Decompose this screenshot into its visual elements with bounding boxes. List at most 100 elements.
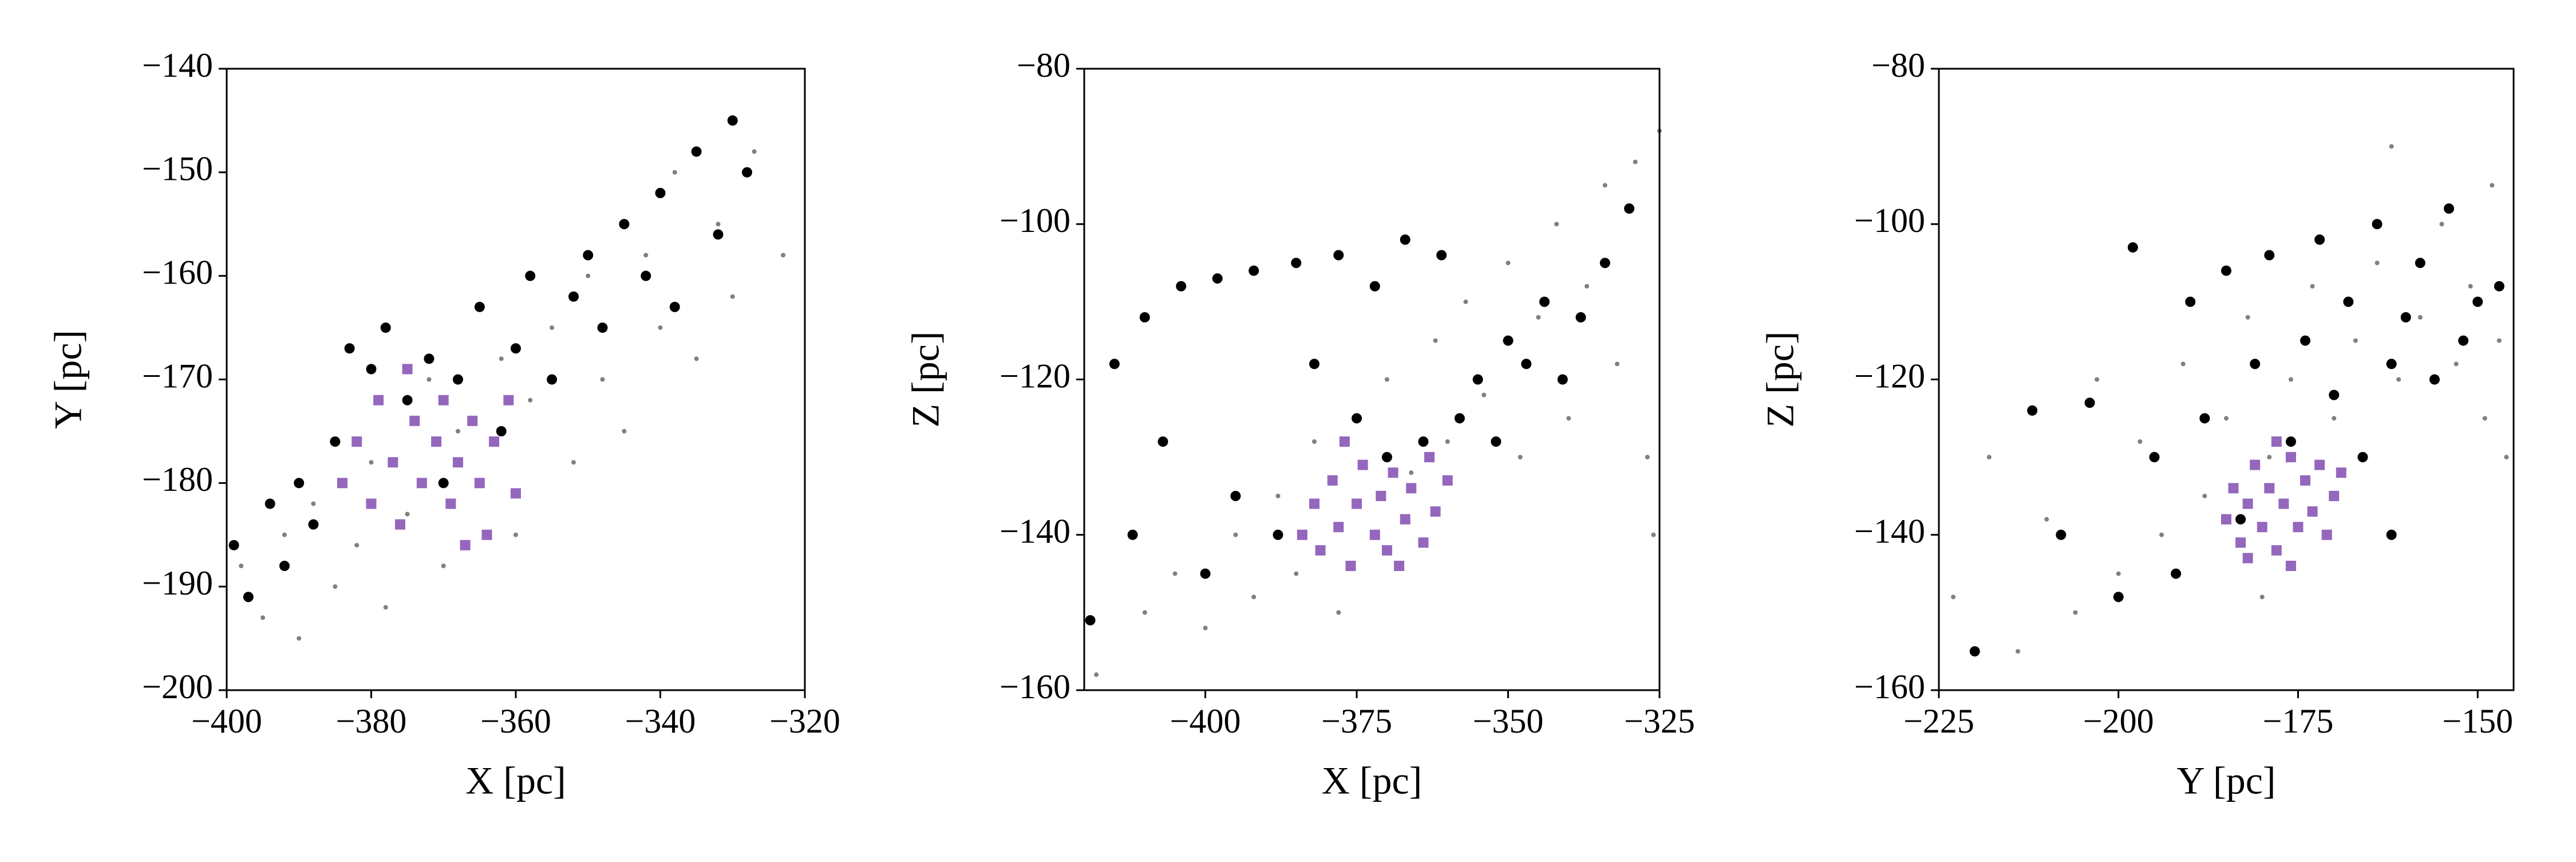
- point: [2400, 312, 2411, 322]
- point: [1536, 315, 1541, 320]
- point: [481, 529, 492, 540]
- point: [694, 356, 699, 361]
- point: [622, 428, 627, 434]
- point: [2267, 455, 2272, 460]
- point: [2332, 416, 2337, 421]
- point: [366, 364, 377, 375]
- x-tick-label: −150: [2442, 702, 2513, 740]
- point: [333, 584, 338, 589]
- y-axis-label: Z [pc]: [1759, 331, 1802, 427]
- x-tick-label: −320: [769, 702, 840, 740]
- point: [781, 253, 786, 258]
- point: [511, 488, 521, 499]
- point: [513, 532, 518, 537]
- point: [1139, 312, 1150, 322]
- point: [1624, 203, 1635, 214]
- point: [499, 356, 504, 361]
- point: [453, 457, 463, 468]
- point: [1157, 436, 1168, 447]
- point: [1445, 439, 1450, 444]
- point: [2235, 514, 2246, 525]
- x-axis-label: X [pc]: [465, 759, 566, 802]
- point: [2228, 483, 2239, 494]
- point: [1094, 672, 1099, 677]
- axes-frame: [1083, 68, 1661, 691]
- point: [1127, 529, 1138, 540]
- point: [672, 170, 677, 175]
- point: [1400, 514, 1411, 525]
- point: [571, 460, 576, 465]
- point: [2386, 529, 2397, 540]
- point: [1085, 615, 1096, 625]
- point: [453, 374, 463, 385]
- point: [2185, 296, 2196, 307]
- point: [2300, 475, 2311, 486]
- point: [2293, 522, 2304, 533]
- x-tick-label: −380: [336, 702, 407, 740]
- point: [1294, 571, 1299, 576]
- point: [727, 115, 738, 126]
- point: [2199, 413, 2210, 424]
- y-tick-label: −160: [999, 668, 1070, 706]
- point: [586, 273, 591, 278]
- point: [1352, 413, 1362, 424]
- point: [2127, 242, 2138, 253]
- point: [2044, 517, 2049, 522]
- point: [264, 498, 275, 509]
- point: [2242, 498, 2253, 509]
- x-tick-label: −400: [1170, 702, 1241, 740]
- point: [597, 322, 608, 333]
- point: [1418, 537, 1429, 548]
- point: [2336, 467, 2346, 478]
- point: [1376, 490, 1386, 501]
- point: [388, 457, 398, 468]
- point: [2329, 490, 2340, 501]
- x-tick-label: −340: [625, 702, 696, 740]
- point: [2278, 498, 2289, 509]
- point: [511, 343, 521, 354]
- point: [1614, 361, 1619, 367]
- point: [402, 364, 413, 375]
- point: [354, 542, 359, 548]
- point: [1463, 299, 1468, 304]
- point: [282, 532, 287, 537]
- point: [239, 564, 244, 568]
- y-tick-label: −100: [1854, 202, 1925, 239]
- point: [2468, 284, 2473, 289]
- point: [297, 636, 302, 641]
- point: [405, 511, 410, 517]
- y-tick-label: −120: [1854, 357, 1925, 395]
- point: [1172, 571, 1178, 576]
- x-tick-label: −360: [480, 702, 551, 740]
- point: [1339, 436, 1350, 447]
- y-tick-label: −160: [142, 253, 213, 291]
- point: [1585, 284, 1590, 289]
- point: [2116, 571, 2121, 576]
- point: [2271, 436, 2282, 447]
- point: [1599, 258, 1610, 269]
- point: [2016, 649, 2021, 654]
- point: [2472, 296, 2483, 307]
- point: [641, 270, 651, 281]
- point: [474, 301, 485, 312]
- point: [1969, 646, 1980, 657]
- point: [2374, 261, 2380, 266]
- point: [1406, 483, 1417, 494]
- point: [474, 478, 485, 489]
- point: [2056, 529, 2067, 540]
- point: [2073, 610, 2078, 615]
- point: [1557, 374, 1568, 385]
- point: [1315, 545, 1326, 556]
- point: [383, 605, 388, 610]
- point: [583, 250, 594, 261]
- point: [1381, 545, 1392, 556]
- point: [2285, 561, 2296, 571]
- point: [2242, 553, 2253, 564]
- point: [460, 540, 471, 550]
- y-tick-label: −180: [142, 460, 213, 498]
- point: [2482, 416, 2487, 421]
- point: [380, 322, 391, 333]
- point: [438, 478, 449, 489]
- y-tick-label: −120: [999, 357, 1070, 395]
- point: [441, 564, 446, 568]
